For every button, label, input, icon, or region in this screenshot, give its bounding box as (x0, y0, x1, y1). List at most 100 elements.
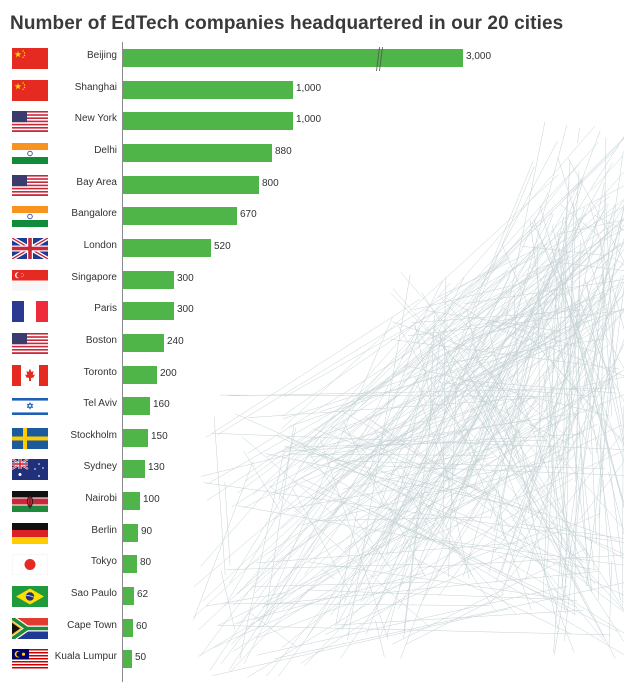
value-label: 90 (141, 525, 153, 537)
bar (123, 428, 148, 447)
city-label: Paris (94, 303, 117, 315)
uk-flag-icon (12, 237, 48, 259)
brazil-flag-icon (12, 586, 48, 608)
bar-row-shanghai: Shanghai 1,000 (0, 75, 624, 105)
city-label: Singapore (71, 271, 117, 283)
city-label: Boston (85, 334, 117, 346)
france-flag-icon (12, 301, 48, 323)
bar (123, 587, 134, 606)
bar-row-paris: Paris 300 (0, 296, 624, 326)
bar (123, 365, 157, 384)
value-label: 80 (140, 557, 152, 569)
bar-row-delhi: Delhi 880 (0, 138, 624, 168)
israel-flag-icon (12, 396, 48, 418)
bar-row-bangalore: Bangalore 670 (0, 201, 624, 231)
city-label: Nairobi (85, 493, 117, 505)
city-label: Bangalore (71, 208, 117, 220)
china-flag-icon (12, 48, 48, 69)
usa-flag-icon (12, 332, 48, 354)
city-label: Delhi (94, 144, 117, 156)
bar (123, 555, 137, 574)
city-label: Tokyo (90, 556, 117, 568)
chart-title: Number of EdTech companies headquartered… (10, 13, 564, 34)
bar-row-cape-town: Cape Town 60 (0, 613, 624, 643)
bar (123, 47, 463, 71)
bar-row-singapore: Singapore 300 (0, 265, 624, 295)
value-label: 300 (177, 304, 194, 316)
malaysia-flag-icon (12, 649, 48, 671)
usa-flag-icon (12, 174, 48, 196)
value-label: 880 (275, 145, 292, 157)
value-label: 800 (262, 177, 279, 189)
usa-flag-icon (12, 111, 48, 133)
bar-row-bay-area: Bay Area 800 (0, 170, 624, 200)
city-label: Bay Area (76, 176, 117, 188)
value-label: 50 (135, 652, 147, 664)
sweden-flag-icon (12, 427, 48, 449)
value-label: 62 (137, 589, 149, 601)
value-label: 1,000 (296, 114, 322, 126)
bar (123, 460, 145, 479)
value-label: 150 (151, 430, 168, 442)
value-label: 1,000 (296, 82, 322, 94)
bar-row-toronto: Toronto 200 (0, 360, 624, 390)
south-africa-flag-icon (12, 617, 48, 639)
y-axis-line (122, 42, 123, 682)
bar (123, 650, 132, 669)
china-flag-icon (12, 79, 48, 101)
australia-flag-icon (12, 459, 48, 481)
india-flag-icon (12, 206, 48, 228)
bar (123, 238, 211, 257)
bar-row-new-york: New York 1,000 (0, 106, 624, 136)
city-label: Tel Aviv (83, 398, 117, 410)
city-label: New York (74, 113, 117, 125)
value-label: 300 (177, 272, 194, 284)
bar (123, 112, 293, 131)
value-label: 520 (214, 240, 231, 252)
bar-row-berlin: Berlin 90 (0, 518, 624, 548)
bar (123, 523, 138, 542)
bar (123, 270, 174, 289)
germany-flag-icon (12, 522, 48, 544)
value-label: 100 (143, 494, 160, 506)
bar-row-london: London 520 (0, 233, 624, 263)
bar (123, 302, 174, 321)
value-label: 200 (160, 367, 177, 379)
bar-row-sao-paulo: Sao Paulo 62 (0, 581, 624, 611)
city-label: Sao Paulo (70, 588, 117, 600)
bar-row-boston: Boston 240 (0, 328, 624, 358)
city-label: Berlin (91, 524, 117, 536)
bar (123, 333, 164, 352)
bar-row-stockholm: Stockholm 150 (0, 423, 624, 453)
city-label: Stockholm (70, 429, 117, 441)
value-label: 3,000 (466, 51, 492, 62)
city-label: Shanghai (74, 81, 117, 93)
city-label: Beijing (86, 50, 117, 61)
value-label: 670 (240, 209, 257, 221)
kenya-flag-icon (12, 491, 48, 513)
bar (123, 143, 272, 162)
bar (123, 207, 237, 226)
bar (123, 618, 133, 637)
bar-row-tel-aviv: Tel Aviv 160 (0, 391, 624, 421)
bar (123, 175, 259, 194)
singapore-flag-icon (12, 269, 48, 291)
bar (123, 397, 150, 416)
bar (123, 492, 140, 511)
value-label: 240 (167, 335, 184, 347)
canada-flag-icon (12, 364, 48, 386)
value-label: 130 (148, 462, 165, 474)
india-flag-icon (12, 142, 48, 164)
value-label: 60 (136, 620, 148, 632)
bar-row-beijing: Beijing 3,000 (0, 43, 624, 73)
city-label: Cape Town (67, 619, 117, 631)
bar-row-sydney: Sydney 130 (0, 454, 624, 484)
bar (123, 80, 293, 99)
japan-flag-icon (12, 554, 48, 576)
city-label: Sydney (83, 461, 117, 473)
bar-row-nairobi: Nairobi 100 (0, 486, 624, 516)
bar-row-tokyo: Tokyo 80 (0, 549, 624, 579)
city-label: Kuala Lumpur (54, 651, 117, 663)
bar-row-kuala-lumpur: Kuala Lumpur 50 (0, 644, 624, 674)
